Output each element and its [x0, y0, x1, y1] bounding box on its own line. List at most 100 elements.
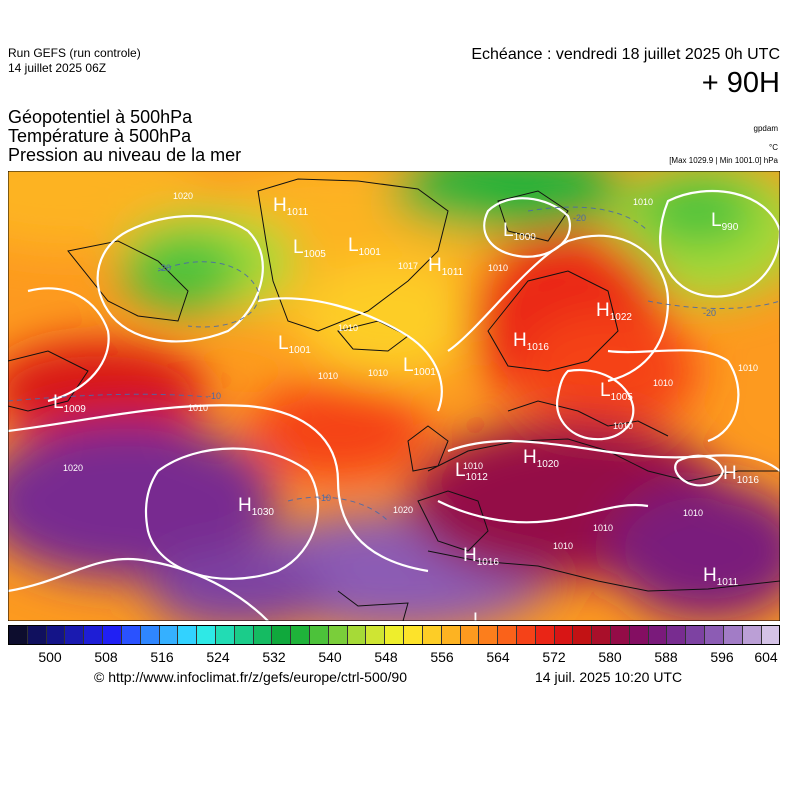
isobar-label: 1010: [593, 523, 613, 533]
scale-swatch: [291, 626, 310, 644]
scale-swatch: [178, 626, 198, 644]
scale-swatch: [366, 626, 386, 644]
scale-swatch: [535, 626, 555, 644]
high-pressure-center: H1030: [238, 495, 274, 518]
run-name: Run GEFS (run controle): [8, 46, 141, 60]
isobar-label: 1010: [683, 508, 703, 518]
map-titles: Géopotentiel à 500hPa Température à 500h…: [8, 108, 241, 165]
isobar-label: 1010: [463, 461, 483, 471]
unit-geopotential: gpdam: [753, 124, 778, 133]
scale-tick: 524: [206, 649, 230, 665]
scale-swatch: [310, 626, 329, 644]
title-geopotential: Géopotentiel à 500hPa: [8, 107, 193, 127]
scale-swatch: [516, 626, 536, 644]
temperature-label: -10: [318, 493, 331, 503]
scale-tick: 604: [754, 649, 778, 665]
scale-swatch: [648, 626, 668, 644]
temperature-contours: [8, 206, 780, 522]
scale-swatch: [686, 626, 706, 644]
scale-tick: 596: [710, 649, 734, 665]
high-pressure-center: H1011: [273, 195, 309, 218]
color-scale-bar: [8, 625, 780, 645]
scale-swatch: [9, 626, 28, 644]
high-pressure-center: H1016: [463, 545, 499, 568]
scale-swatch: [404, 626, 423, 644]
isobar-label: 1010: [738, 363, 758, 373]
scale-swatch: [460, 626, 480, 644]
scale-swatch: [723, 626, 743, 644]
scale-swatch: [234, 626, 254, 644]
scale-tick: 556: [430, 649, 454, 665]
low-pressure-center: L1000: [503, 220, 536, 243]
high-pressure-center: H1016: [513, 330, 549, 353]
scale-swatch: [46, 626, 66, 644]
temperature-label: -20: [158, 263, 171, 273]
pressure-range: [Max 1029.9 | Min 1001.0] hPa: [669, 156, 778, 165]
scale-tick: 580: [598, 649, 622, 665]
scale-swatch: [65, 626, 85, 644]
high-pressure-center: H1011: [703, 565, 739, 588]
low-pressure-center: L1001: [278, 333, 311, 356]
low-pressure-center: L1012: [455, 460, 488, 483]
isobar-label: 1010: [633, 197, 653, 207]
isobar-label: 1010: [188, 403, 208, 413]
isobar-label: 1010: [613, 421, 633, 431]
scale-tick: 548: [374, 649, 398, 665]
low-pressure-center: L1005: [600, 380, 633, 403]
title-pressure: Pression au niveau de la mer: [8, 145, 242, 165]
high-pressure-center: H1011: [428, 255, 464, 278]
scale-swatch: [385, 626, 405, 644]
scale-swatch: [629, 626, 649, 644]
high-pressure-center: H1020: [523, 447, 559, 470]
generation-time: 14 juil. 2025 10:20 UTC: [535, 669, 683, 685]
source-credit: © http://www.infoclimat.fr/z/gefs/europe…: [94, 669, 408, 685]
low-pressure-center: L1001: [403, 355, 436, 378]
scale-swatch: [742, 626, 762, 644]
isobar-label: 1020: [63, 463, 83, 473]
scale-swatch: [705, 626, 724, 644]
low-pressure-center: L1009: [53, 392, 86, 415]
scale-tick: 516: [150, 649, 174, 665]
isobar-label: 1010: [653, 378, 673, 388]
scale-tick: 500: [38, 649, 62, 665]
temperature-label: -10: [208, 391, 221, 401]
scale-swatch: [84, 626, 104, 644]
scale-swatch: [253, 626, 273, 644]
scale-swatch: [347, 626, 367, 644]
isobars: [8, 189, 780, 621]
low-pressure-center: L: [473, 610, 484, 621]
isobar-label: 1017: [398, 261, 418, 271]
temperature-label: -20: [573, 213, 586, 223]
scale-tick: 532: [262, 649, 286, 665]
unit-temperature: °C: [769, 143, 778, 152]
valid-time: Echéance : vendredi 18 juillet 2025 0h U…: [471, 46, 780, 63]
scale-tick: 588: [654, 649, 678, 665]
pressure-centers: H1011 L1005 L1001 H1011 L1000 L990 H1022 H1016 L…: [53, 195, 759, 621]
scale-swatch: [27, 626, 47, 644]
scale-swatch: [761, 626, 780, 644]
scale-swatch: [498, 626, 517, 644]
scale-swatch: [140, 626, 160, 644]
run-date: 14 juillet 2025 06Z: [8, 61, 107, 75]
temperature-label: -20: [703, 308, 716, 318]
scale-swatch: [611, 626, 630, 644]
isobar-label: 1010: [368, 368, 388, 378]
isobar-label: 1010: [553, 541, 573, 551]
scale-swatch: [441, 626, 461, 644]
scale-tick: 508: [94, 649, 118, 665]
scale-swatch: [592, 626, 611, 644]
scale-swatch: [573, 626, 593, 644]
scale-swatch: [422, 626, 442, 644]
scale-swatch: [215, 626, 235, 644]
isobar-label: 1010: [318, 371, 338, 381]
scale-swatch: [103, 626, 122, 644]
isobar-labels: 1020 1010 1010 1017 1010 1010 1010 1010 1020 1010…: [63, 191, 758, 551]
isobar-label: 1010: [338, 323, 358, 333]
scale-tick: 540: [318, 649, 342, 665]
scale-swatch: [159, 626, 179, 644]
scale-swatch: [328, 626, 348, 644]
low-pressure-center: L990: [711, 210, 739, 233]
temperature-labels: -20 -20 -20 -10 -10: [158, 213, 716, 503]
scale-swatch: [121, 626, 141, 644]
low-pressure-center: L1005: [293, 237, 326, 260]
